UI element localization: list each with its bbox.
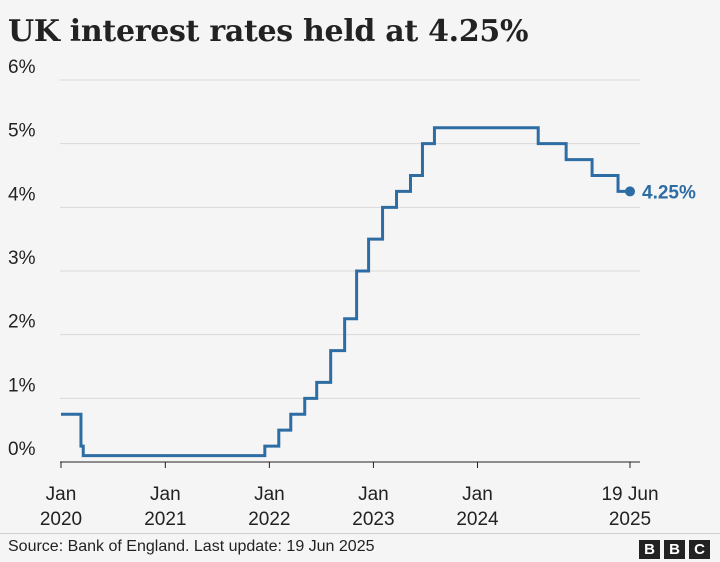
y-tick-label: 2% bbox=[8, 312, 36, 333]
logo-letter: B bbox=[664, 540, 685, 559]
y-tick-label: 5% bbox=[8, 121, 36, 142]
x-tick-label: Jan bbox=[150, 484, 181, 505]
x-axis-ticks: Jan 2020 Jan 2021 Jan 2022 Jan 2023 Jan 2024 19 Ju… bbox=[40, 462, 659, 530]
line-chart: 0% 1% 2% 3% 4% 5% 6% Jan 2020 Jan 2021 Jan 2022 Jan 2… bbox=[8, 57, 696, 530]
x-tick-label: 2021 bbox=[144, 509, 186, 530]
y-tick-label: 4% bbox=[8, 184, 36, 205]
x-tick-label: 2020 bbox=[40, 509, 82, 530]
y-tick-label: 6% bbox=[8, 57, 36, 78]
x-tick-label: 19 Jun bbox=[601, 484, 658, 505]
series-layer: 4.25% bbox=[61, 126, 696, 458]
end-value-label: 4.25% bbox=[642, 182, 696, 203]
end-point-marker bbox=[625, 186, 635, 197]
y-tick-label: 0% bbox=[8, 439, 36, 460]
chart-title: UK interest rates held at 4.25% bbox=[8, 14, 529, 49]
x-tick-label: 2025 bbox=[609, 509, 651, 530]
y-tick-label: 1% bbox=[8, 375, 36, 396]
y-axis-ticks: 0% 1% 2% 3% 4% 5% 6% bbox=[8, 57, 36, 460]
x-tick-label: 2022 bbox=[248, 509, 290, 530]
x-tick-label: Jan bbox=[46, 484, 77, 505]
bbc-logo: B B C bbox=[639, 540, 710, 559]
x-tick-label: Jan bbox=[462, 484, 493, 505]
x-tick-label: Jan bbox=[358, 484, 389, 505]
rate-step-line bbox=[61, 126, 630, 458]
logo-letter: B bbox=[639, 540, 660, 559]
y-tick-label: 3% bbox=[8, 248, 36, 269]
grid-lines bbox=[60, 79, 640, 463]
x-tick-label: 2024 bbox=[456, 509, 499, 530]
logo-letter: C bbox=[689, 540, 710, 559]
x-tick-label: 2023 bbox=[352, 509, 394, 530]
footer-divider bbox=[0, 533, 720, 534]
source-note: Source: Bank of England. Last update: 19… bbox=[8, 538, 375, 555]
x-tick-label: Jan bbox=[254, 484, 285, 505]
